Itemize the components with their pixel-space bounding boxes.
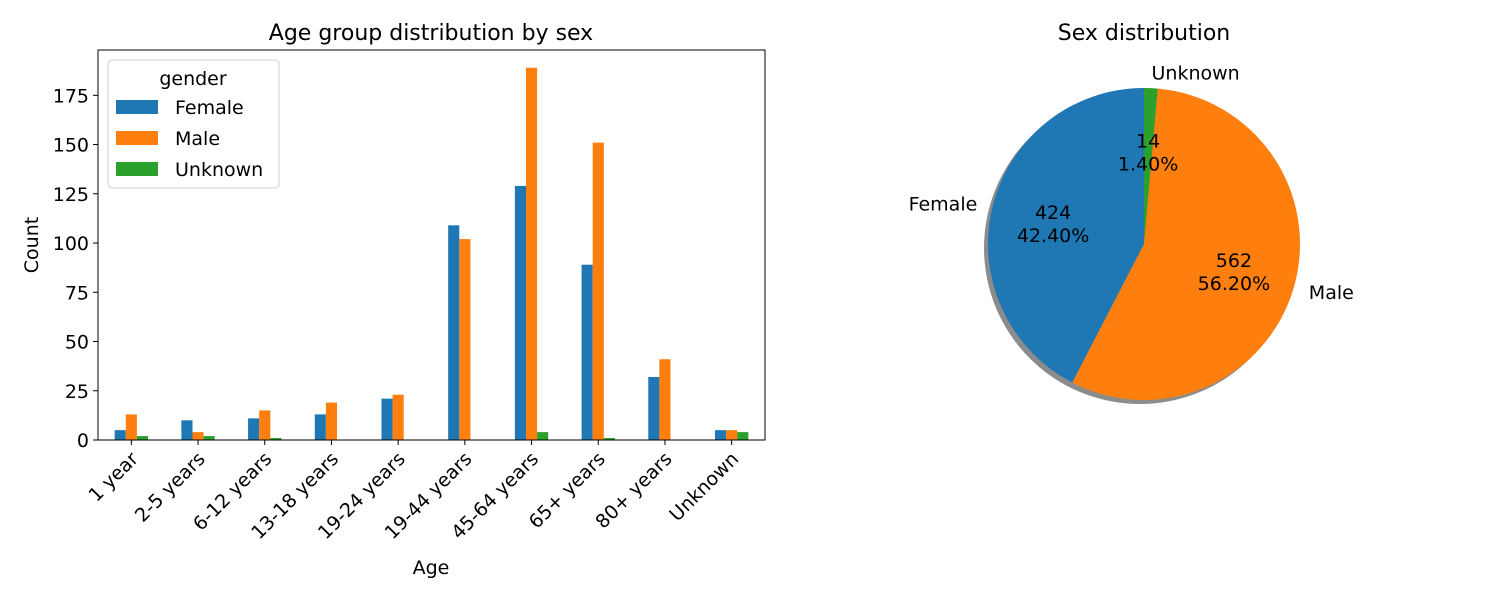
bar-chart-axes-frame bbox=[97, 49, 766, 441]
pie-count-female: 424 bbox=[1035, 202, 1071, 224]
bar-male-unknown bbox=[726, 430, 738, 440]
pie-count-male: 562 bbox=[1216, 250, 1252, 272]
pie-label-unknown: Unknown bbox=[1152, 63, 1240, 85]
pie-slice-male bbox=[1072, 88, 1300, 400]
bar-chart-legend: gender Female Male Unknown bbox=[107, 59, 280, 189]
legend-label-male: Male bbox=[175, 128, 220, 150]
bar-unknown-45-64-years bbox=[537, 432, 549, 440]
legend-swatch-female bbox=[116, 100, 158, 114]
y-tick-label: 150 bbox=[53, 135, 89, 157]
bar-female-2-5-years bbox=[181, 420, 193, 440]
bar-female-65-years bbox=[581, 264, 593, 440]
bar-female-1-year bbox=[114, 430, 126, 440]
bar-male-19-24-years bbox=[392, 394, 404, 440]
bar-male-2-5-years bbox=[192, 432, 204, 440]
y-tick-label: 75 bbox=[65, 282, 89, 304]
pie-label-male: Male bbox=[1309, 282, 1354, 304]
bar-male-13-18-years bbox=[325, 402, 338, 440]
pie-slice-unknown bbox=[1144, 88, 1158, 244]
bar-chart-x-axis-label: Age bbox=[413, 557, 450, 579]
bar-chart-y-axis-label: Count bbox=[21, 217, 43, 273]
bar-unknown-2-5-years bbox=[203, 436, 215, 440]
y-tick-label: 175 bbox=[53, 85, 89, 107]
bar-unknown-6-12-years bbox=[270, 438, 282, 440]
pie-chart-title: Sex distribution bbox=[1058, 21, 1231, 46]
y-tick-label: 100 bbox=[53, 233, 89, 255]
legend-label-female: Female bbox=[175, 97, 244, 119]
x-tick-label: 1 year bbox=[84, 448, 142, 506]
pie-label-female: Female bbox=[909, 193, 978, 215]
bar-female-13-18-years bbox=[314, 414, 326, 440]
bar-female-45-64-years bbox=[514, 185, 526, 440]
y-tick-label: 0 bbox=[77, 430, 89, 452]
bar-male-1-year bbox=[125, 414, 137, 440]
legend-frame bbox=[107, 59, 280, 189]
bar-unknown-unknown bbox=[737, 432, 749, 440]
y-tick-label: 125 bbox=[53, 184, 89, 206]
bar-female-19-24-years bbox=[381, 398, 393, 440]
bar-female-6-12-years bbox=[248, 418, 260, 440]
legend-label-unknown: Unknown bbox=[175, 159, 263, 181]
pie-percent-male: 56.20% bbox=[1198, 273, 1270, 295]
legend-title: gender bbox=[159, 68, 227, 90]
legend-swatch-unknown bbox=[116, 162, 158, 176]
pie-percent-female: 42.40% bbox=[1017, 225, 1089, 247]
bar-male-45-64-years bbox=[525, 67, 538, 440]
pie-count-unknown: 14 bbox=[1136, 131, 1160, 153]
bar-chart-title: Age group distribution by sex bbox=[269, 21, 593, 46]
legend-swatch-male bbox=[116, 131, 158, 145]
bar-male-19-44-years bbox=[459, 239, 471, 440]
bar-female-19-44-years bbox=[448, 225, 460, 440]
bar-male-65-years bbox=[592, 142, 604, 440]
bar-male-80-years bbox=[659, 359, 671, 440]
bar-female-80-years bbox=[648, 376, 660, 440]
y-tick-label: 25 bbox=[65, 381, 89, 403]
x-tick-label: Unknown bbox=[665, 448, 743, 526]
pie-percent-unknown: 1.40% bbox=[1118, 154, 1178, 176]
bar-unknown-65-years bbox=[603, 438, 615, 440]
bar-male-6-12-years bbox=[259, 410, 271, 440]
y-tick-label: 50 bbox=[65, 332, 89, 354]
pie-slice-female bbox=[988, 88, 1144, 383]
bar-unknown-1-year bbox=[136, 436, 149, 440]
bar-female-unknown bbox=[714, 430, 727, 440]
